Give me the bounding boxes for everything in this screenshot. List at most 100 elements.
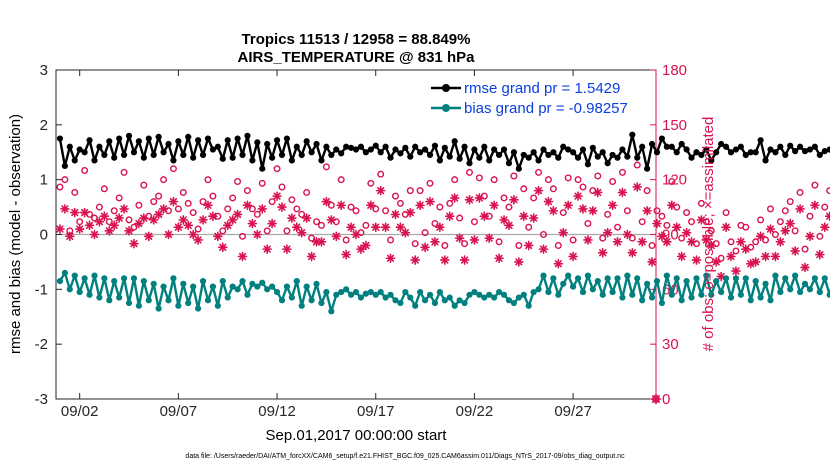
- obs-assimilated-point: [306, 251, 317, 262]
- obs-possible-point: [678, 234, 686, 242]
- y2-axis-label: # of obs: o=possible; ×=assimilated: [700, 117, 717, 352]
- bias-point: [565, 272, 572, 279]
- obs-assimilated-point: [173, 222, 184, 232]
- obs-possible-point: [821, 203, 829, 211]
- asterisk-stroke: [278, 203, 286, 211]
- y-tick-label: 0: [40, 227, 48, 244]
- rmse-point: [787, 142, 794, 149]
- obs-possible-point: [732, 247, 740, 255]
- obs-possible-point: [614, 223, 622, 231]
- obs-assimilated-point: [321, 196, 332, 207]
- rmse-point: [722, 143, 730, 150]
- bias-point: [574, 275, 582, 282]
- obs-assimilated-point: [459, 255, 470, 265]
- asterisk-stroke: [115, 214, 123, 222]
- obs-assimilated-point: [578, 204, 588, 214]
- obs-assimilated-point: [139, 213, 149, 223]
- rmse-point: [357, 143, 365, 150]
- obs-assimilated-point: [657, 231, 667, 242]
- obs-assimilated-point: [267, 218, 277, 229]
- obs-possible-point: [658, 212, 666, 220]
- obs-possible-point: [120, 168, 128, 176]
- rmse-point: [61, 162, 68, 170]
- rmse-point: [688, 154, 695, 161]
- obs-possible-point: [184, 199, 192, 207]
- obs-assimilated-point: [346, 222, 356, 232]
- obs-possible-point: [683, 209, 691, 217]
- rmse-point: [579, 146, 587, 153]
- bias-point: [239, 278, 246, 285]
- rmse-point: [747, 149, 754, 156]
- legend: rmse grand pr = 1.5429 bias grand pr = -…: [430, 80, 648, 120]
- obs-assimilated-point: [435, 222, 445, 232]
- asterisk-stroke: [633, 183, 641, 191]
- rmse-point: [116, 135, 123, 142]
- bias-point: [101, 275, 108, 282]
- obs-assimilated-point: [183, 220, 194, 231]
- obs-possible-point: [263, 227, 271, 235]
- asterisk-stroke: [771, 252, 780, 261]
- obs-possible-point: [308, 234, 316, 242]
- obs-possible-point: [298, 210, 306, 218]
- asterisk-stroke: [628, 249, 636, 257]
- bias-point: [816, 288, 823, 296]
- rmse-point: [752, 149, 759, 156]
- obs-possible-point: [766, 205, 774, 213]
- obs-possible-point: [337, 176, 345, 184]
- asterisk-stroke: [298, 229, 306, 237]
- asterisk-stroke: [150, 216, 158, 224]
- obs-assimilated-point: [632, 182, 643, 192]
- rmse-point: [693, 149, 700, 156]
- rmse-point: [269, 154, 276, 161]
- legend-box: [430, 80, 648, 120]
- bias-point: [648, 294, 656, 301]
- asterisk-stroke: [76, 225, 84, 233]
- obs-possible-point: [727, 238, 735, 246]
- y2-tick-label: 180: [662, 62, 687, 79]
- obs-assimilated-point: [810, 200, 820, 211]
- rmse-point: [66, 143, 73, 150]
- obs-assimilated-point: [642, 205, 652, 216]
- rmse-point: [644, 165, 651, 172]
- obs-possible-point: [475, 174, 483, 182]
- obs-possible-point: [441, 241, 449, 249]
- rmse-point: [441, 144, 448, 151]
- bias-point: [594, 278, 601, 285]
- rmse-point: [308, 149, 315, 156]
- bias-point: [81, 275, 88, 282]
- asterisk-stroke: [525, 241, 533, 250]
- obs-possible-point: [209, 192, 217, 200]
- rmse-point: [323, 143, 330, 150]
- obs-possible-point: [342, 236, 350, 244]
- rmse-point: [91, 157, 98, 164]
- rmse-point: [545, 151, 552, 159]
- rmse-point: [431, 142, 439, 149]
- obs-assimilated-point: [652, 218, 662, 229]
- rmse-point: [481, 143, 488, 150]
- asterisk-stroke: [569, 252, 577, 261]
- bias-point: [500, 291, 508, 298]
- asterisk-stroke: [95, 218, 104, 226]
- asterisk-stroke: [426, 197, 434, 206]
- rmse-point: [456, 155, 463, 162]
- rmse-point: [343, 143, 350, 150]
- obs-possible-point: [520, 185, 528, 193]
- obs-possible-point: [268, 198, 276, 206]
- rmse-point: [96, 143, 103, 150]
- asterisk-stroke: [303, 214, 311, 222]
- asterisk-stroke: [130, 240, 138, 248]
- obs-possible-point: [688, 218, 696, 226]
- rmse-point: [264, 140, 271, 148]
- bias-point: [426, 291, 434, 298]
- asterisk-stroke: [238, 252, 247, 261]
- obs-possible-point: [781, 207, 789, 215]
- obs-assimilated-point: [701, 235, 712, 245]
- bias-point: [111, 278, 118, 285]
- rmse-point: [510, 149, 517, 156]
- obs-assimilated-point: [213, 231, 223, 242]
- bias-point: [491, 294, 498, 301]
- asterisk-stroke: [169, 197, 178, 206]
- obs-assimilated-point: [671, 222, 682, 232]
- obs-assimilated-point: [528, 213, 539, 223]
- rmse-point: [402, 144, 409, 151]
